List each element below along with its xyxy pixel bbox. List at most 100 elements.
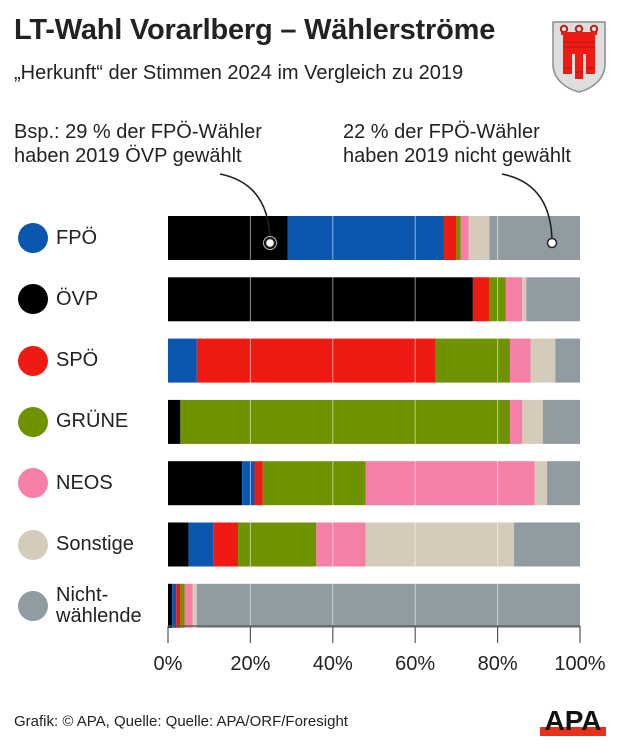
annotation-left-line1: Bsp.: 29 % der FPÖ-Wähler — [14, 121, 262, 143]
bar-segment — [192, 583, 197, 628]
legend-item-3: GRÜNE — [18, 406, 128, 437]
legend-item-5: Sonstige — [18, 529, 134, 560]
bar-segment — [180, 399, 510, 444]
bar-row-6 — [168, 583, 580, 628]
category-label-line: ÖVP — [56, 287, 99, 310]
annotation-left-line2: haben 2019 ÖVP gewählt — [14, 145, 242, 167]
legend-swatch — [18, 529, 48, 560]
legend-swatch — [18, 590, 48, 621]
bar-segment — [254, 461, 263, 506]
bar-segment — [172, 583, 177, 628]
x-tick-label: 40% — [313, 653, 353, 675]
category-label-line: SPÖ — [56, 349, 99, 372]
x-tick-label: 80% — [478, 653, 518, 675]
bar-row-2 — [168, 338, 580, 383]
bar-segment — [522, 277, 527, 322]
category-label-line: GRÜNE — [56, 410, 129, 433]
category-label-line: Sonstige — [56, 533, 134, 555]
bar-segment — [456, 216, 461, 260]
footer-credit: Grafik: © APA, Quelle: Quelle: APA/ORF/F… — [14, 713, 348, 730]
bar-segment — [168, 338, 197, 383]
bar-segment — [196, 338, 436, 383]
bar-row-5 — [168, 522, 580, 567]
callout-marker-left — [264, 237, 276, 249]
bar-segment — [213, 522, 239, 567]
bar-segment — [262, 461, 366, 506]
category-label: FPÖ — [56, 226, 98, 249]
bar-segment — [242, 461, 255, 506]
legend-swatch — [18, 284, 48, 315]
bar-segment — [444, 216, 457, 260]
bar-segment — [547, 461, 580, 506]
x-tick-label: 60% — [395, 653, 435, 675]
bar-segment — [514, 522, 580, 567]
annotation-right: 22 % der FPÖ-Wähler haben 2019 nicht gew… — [343, 120, 571, 168]
callout-leader-right — [501, 173, 553, 244]
category-label: ÖVP — [56, 287, 99, 310]
category-label: SPÖ — [56, 350, 98, 371]
x-tick-label: 20% — [230, 653, 270, 675]
bar-segment — [472, 277, 490, 322]
callout-marker-left-ring — [263, 236, 277, 250]
bar-segment — [238, 522, 317, 567]
bar-segment — [188, 522, 214, 567]
bar-segment — [365, 461, 535, 506]
bar-row-1 — [168, 277, 580, 322]
category-label: Sonstige — [56, 534, 134, 555]
category-label-line: Nicht- — [56, 583, 109, 606]
bar-segment — [509, 338, 531, 383]
bar-segment — [168, 399, 181, 444]
bar-segment — [168, 583, 173, 628]
annotation-left: Bsp.: 29 % der FPÖ-Wähler haben 2019 ÖVP… — [14, 120, 262, 168]
legend-swatch — [18, 345, 48, 376]
bar-segment — [435, 338, 510, 383]
category-label: NEOS — [56, 471, 113, 494]
bar-segment — [534, 461, 548, 506]
legend-item-6: Nicht-wählende — [18, 584, 142, 626]
bar-segment — [184, 583, 193, 628]
annotation-right-line1: 22 % der FPÖ-Wähler — [343, 121, 540, 143]
bar-segment — [168, 461, 243, 506]
bar-segment — [542, 399, 580, 444]
legend-item-0: FPÖ — [18, 223, 97, 253]
annotation-right-line2: haben 2019 nicht gewählt — [343, 145, 571, 167]
x-tick-label: 100% — [554, 653, 605, 675]
legend-item-2: SPÖ — [18, 345, 98, 376]
apa-logo-bar — [540, 727, 606, 736]
bar-segment — [530, 338, 556, 383]
bar-segment — [505, 277, 523, 322]
apa-logo: APA — [540, 705, 606, 736]
category-label-line: wählende — [56, 604, 142, 627]
apa-logo-text: APA — [544, 705, 601, 736]
bar-segment — [468, 216, 490, 260]
bar-segment — [522, 399, 543, 444]
legend-item-4: NEOS — [18, 468, 113, 499]
bar-segment — [489, 216, 580, 260]
vorarlberg-coat-of-arms-icon — [552, 21, 606, 93]
category-label: GRÜNE — [56, 411, 128, 432]
legend-swatch — [18, 223, 48, 253]
bar-row-0 — [168, 216, 580, 260]
bar-segment — [176, 583, 181, 628]
bar-segment — [555, 338, 580, 383]
bar-segment — [509, 399, 523, 444]
category-label-line: FPÖ — [56, 226, 98, 249]
category-label-line: NEOS — [56, 471, 113, 494]
legend-swatch — [18, 468, 48, 499]
bar-segment — [526, 277, 580, 322]
bar-row-3 — [168, 399, 580, 444]
bar-segment — [460, 216, 469, 260]
bar-segment — [168, 277, 473, 322]
bar-segment — [180, 583, 185, 628]
bar-segment — [316, 522, 366, 567]
bar-segment — [168, 522, 189, 567]
bar-segment — [287, 216, 445, 260]
x-tick-label: 0% — [154, 653, 183, 675]
chart-title: LT-Wahl Vorarlberg – Wählerströme — [14, 14, 496, 46]
chart-subtitle: „Herkunft“ der Stimmen 2024 im Vergleich… — [14, 62, 464, 84]
category-label: Nicht-wählende — [56, 583, 142, 627]
bar-segment — [196, 583, 580, 628]
legend-swatch — [18, 406, 48, 437]
bar-segment — [365, 522, 515, 567]
